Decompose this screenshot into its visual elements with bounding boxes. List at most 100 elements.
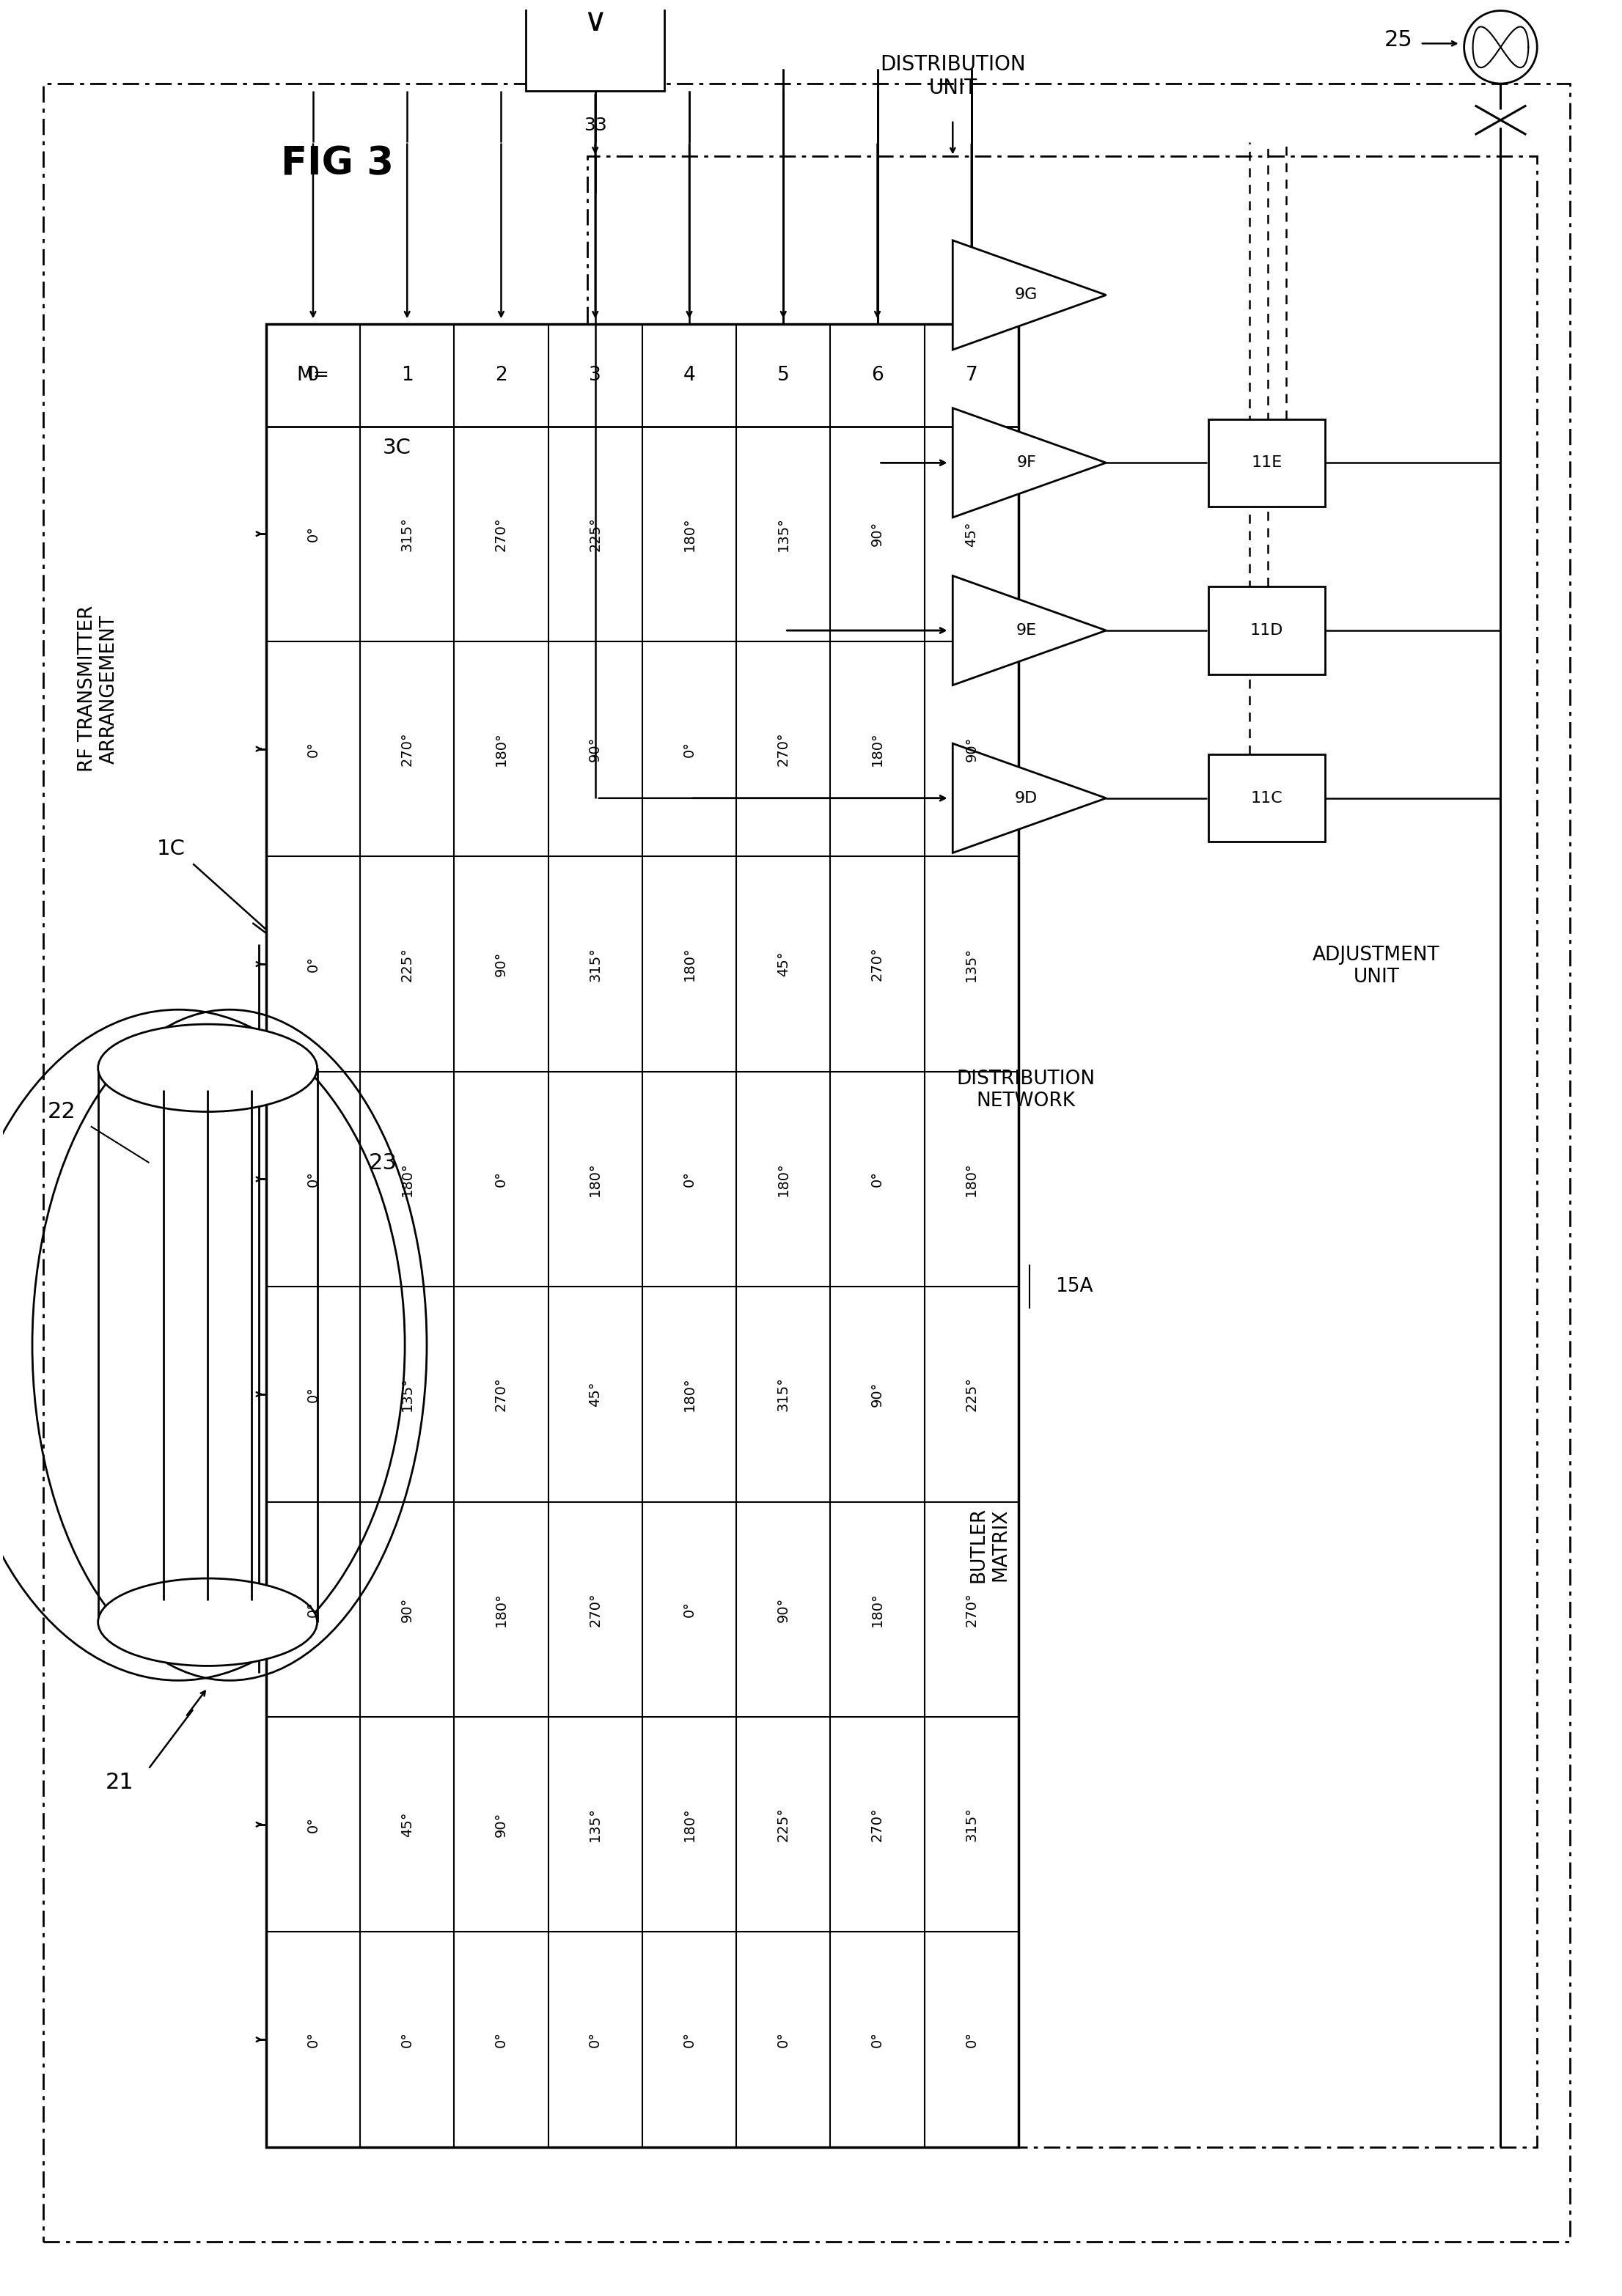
Text: 135°: 135° xyxy=(401,1378,414,1412)
Text: 0°: 0° xyxy=(307,1600,320,1616)
Text: 315°: 315° xyxy=(589,946,602,980)
Text: 135°: 135° xyxy=(589,1807,602,1841)
Text: 0: 0 xyxy=(307,365,320,386)
Text: 90°: 90° xyxy=(401,1596,414,1621)
Text: 2: 2 xyxy=(495,365,508,386)
Text: 22: 22 xyxy=(47,1102,76,1123)
Text: 25: 25 xyxy=(1385,30,1413,51)
Text: 90°: 90° xyxy=(495,951,508,976)
Text: 0°: 0° xyxy=(683,1171,696,1187)
Text: 90°: 90° xyxy=(965,737,978,762)
Text: 3C: 3C xyxy=(383,439,412,459)
Text: 225°: 225° xyxy=(401,946,414,980)
Text: 225°: 225° xyxy=(777,1807,790,1841)
Text: 270°: 270° xyxy=(495,1378,508,1412)
Text: 1C: 1C xyxy=(157,838,185,859)
Text: FIG 3: FIG 3 xyxy=(281,145,394,184)
Text: 180°: 180° xyxy=(495,732,508,767)
Text: 270°: 270° xyxy=(495,517,508,551)
Bar xyxy=(587,156,1538,2147)
Text: 6: 6 xyxy=(871,365,884,386)
Text: 180°: 180° xyxy=(589,1162,602,1196)
Ellipse shape xyxy=(97,1024,318,1111)
Text: 315°: 315° xyxy=(777,1378,790,1412)
Text: 90°: 90° xyxy=(495,1812,508,1837)
Text: 11D: 11D xyxy=(1251,622,1283,638)
Text: 180°: 180° xyxy=(965,1162,978,1196)
Bar xyxy=(266,324,1019,2147)
Text: 90°: 90° xyxy=(871,521,884,546)
Text: 45°: 45° xyxy=(777,951,790,976)
Text: 0°: 0° xyxy=(307,1816,320,1832)
Text: 180°: 180° xyxy=(401,1162,414,1196)
Text: 180°: 180° xyxy=(683,946,696,980)
Polygon shape xyxy=(952,576,1106,684)
Polygon shape xyxy=(952,409,1106,517)
Text: 180°: 180° xyxy=(777,1162,790,1196)
Text: 270°: 270° xyxy=(589,1591,602,1626)
Polygon shape xyxy=(952,744,1106,852)
Circle shape xyxy=(1465,11,1538,83)
Text: 0°: 0° xyxy=(495,2032,508,2048)
Text: 5: 5 xyxy=(777,365,790,386)
Text: 9D: 9D xyxy=(1015,790,1038,806)
Text: 45°: 45° xyxy=(401,1812,414,1837)
Text: 9G: 9G xyxy=(1015,287,1038,303)
Text: 270°: 270° xyxy=(871,946,884,980)
Text: 90°: 90° xyxy=(589,737,602,762)
Text: 180°: 180° xyxy=(871,1591,884,1626)
Text: 3: 3 xyxy=(589,365,602,386)
Text: 0°: 0° xyxy=(401,2032,414,2048)
Text: 33: 33 xyxy=(584,117,607,133)
Text: 9E: 9E xyxy=(1015,622,1036,638)
Text: 180°: 180° xyxy=(495,1591,508,1626)
Ellipse shape xyxy=(97,1577,318,1667)
Bar xyxy=(1208,588,1325,675)
Text: 270°: 270° xyxy=(871,1807,884,1841)
Text: 0°: 0° xyxy=(683,2032,696,2048)
Text: 315°: 315° xyxy=(965,1807,978,1841)
Text: 0°: 0° xyxy=(307,742,320,758)
Text: 0°: 0° xyxy=(871,2032,884,2048)
Text: 0°: 0° xyxy=(495,1171,508,1187)
Text: 0°: 0° xyxy=(965,2032,978,2048)
Text: 180°: 180° xyxy=(871,732,884,767)
Text: 270°: 270° xyxy=(401,732,414,767)
Text: 0°: 0° xyxy=(777,2032,790,2048)
Text: 270°: 270° xyxy=(777,732,790,767)
Text: 180°: 180° xyxy=(683,1807,696,1841)
Text: 0°: 0° xyxy=(683,742,696,758)
Text: M=: M= xyxy=(297,365,329,386)
Bar xyxy=(1208,755,1325,843)
Text: 225°: 225° xyxy=(589,517,602,551)
Text: 21: 21 xyxy=(105,1773,133,1793)
Text: 0°: 0° xyxy=(307,526,320,542)
Text: 180°: 180° xyxy=(683,517,696,551)
Text: 45°: 45° xyxy=(965,521,978,546)
Bar xyxy=(1208,418,1325,507)
Polygon shape xyxy=(952,241,1106,349)
Text: 0°: 0° xyxy=(307,2032,320,2048)
Text: 90°: 90° xyxy=(777,1596,790,1621)
Text: 9F: 9F xyxy=(1017,455,1036,471)
Text: 90°: 90° xyxy=(871,1382,884,1407)
Text: 45°: 45° xyxy=(589,1382,602,1407)
Text: 0°: 0° xyxy=(683,1600,696,1616)
Text: 11E: 11E xyxy=(1251,455,1283,471)
Text: 135°: 135° xyxy=(777,517,790,551)
Text: 0°: 0° xyxy=(307,1387,320,1403)
Text: ADJUSTMENT
UNIT: ADJUSTMENT UNIT xyxy=(1312,946,1440,987)
Text: 315°: 315° xyxy=(401,517,414,551)
Text: 225°: 225° xyxy=(965,1378,978,1412)
Text: BUTLER
MATRIX: BUTLER MATRIX xyxy=(968,1506,1011,1582)
Text: 15A: 15A xyxy=(1054,1277,1093,1297)
Text: 0°: 0° xyxy=(871,1171,884,1187)
Text: ∨: ∨ xyxy=(584,7,607,37)
Text: 0°: 0° xyxy=(307,955,320,971)
Text: 23: 23 xyxy=(368,1153,397,1173)
Text: 7: 7 xyxy=(965,365,978,386)
Text: 135°: 135° xyxy=(965,946,978,980)
Text: 180°: 180° xyxy=(683,1378,696,1412)
Text: 11C: 11C xyxy=(1251,790,1283,806)
Text: 0°: 0° xyxy=(589,2032,602,2048)
